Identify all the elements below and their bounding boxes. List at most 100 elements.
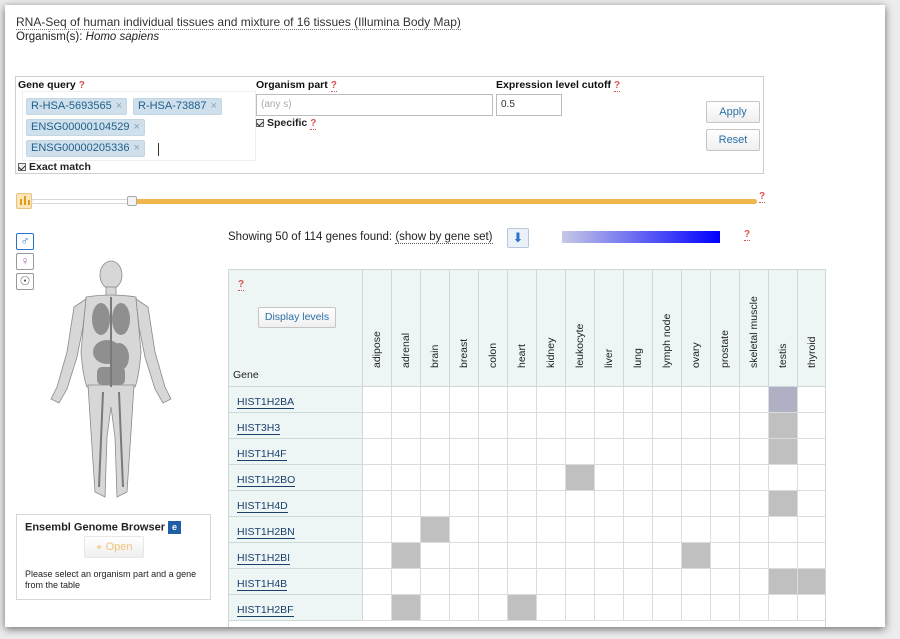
- apply-button[interactable]: Apply: [706, 101, 760, 123]
- heatmap-cell[interactable]: [624, 491, 653, 517]
- heatmap-cell[interactable]: [595, 465, 624, 491]
- show-by-gene-set-link[interactable]: (show by gene set): [395, 231, 493, 244]
- heatmap-cell[interactable]: [624, 569, 653, 595]
- heatmap-cell[interactable]: [537, 387, 566, 413]
- heatmap-cell[interactable]: [421, 595, 450, 621]
- heatmap-cell[interactable]: [508, 543, 537, 569]
- heatmap-cell[interactable]: [479, 543, 508, 569]
- remove-tag-icon[interactable]: ×: [133, 121, 140, 133]
- gene-query-input[interactable]: R-HSA-5693565 × R-HSA-73887 × ENSG00000104…: [22, 91, 256, 161]
- gene-name-link[interactable]: HIST1H2BF: [229, 595, 363, 621]
- heatmap-cell[interactable]: [653, 517, 682, 543]
- gene-query-help-icon[interactable]: ?: [78, 80, 85, 92]
- heatmap-cell[interactable]: [537, 543, 566, 569]
- heatmap-cell[interactable]: [740, 569, 769, 595]
- heatmap-cell[interactable]: [450, 517, 479, 543]
- heatmap-cell[interactable]: [711, 595, 740, 621]
- heatmap-cell[interactable]: [798, 491, 825, 517]
- heatmap-cell[interactable]: [595, 387, 624, 413]
- male-icon[interactable]: ♂: [16, 233, 34, 250]
- heatmap-cell[interactable]: [566, 465, 595, 491]
- heatmap-cell[interactable]: [595, 517, 624, 543]
- heatmap-cell[interactable]: [769, 569, 798, 595]
- heatmap-cell[interactable]: [798, 387, 825, 413]
- heatmap-cell[interactable]: [595, 569, 624, 595]
- heatmap-cell[interactable]: [537, 491, 566, 517]
- slider-help-icon[interactable]: ?: [759, 191, 766, 203]
- heatmap-cell[interactable]: [740, 465, 769, 491]
- heatmap-cell[interactable]: [682, 387, 711, 413]
- heatmap-cell[interactable]: [798, 413, 825, 439]
- remove-tag-icon[interactable]: ×: [115, 100, 123, 112]
- tissue-header-testis[interactable]: testis: [769, 270, 798, 387]
- heatmap-cell[interactable]: [479, 517, 508, 543]
- heatmap-cell[interactable]: [566, 569, 595, 595]
- heatmap-cell[interactable]: [653, 465, 682, 491]
- heatmap-cell[interactable]: [508, 439, 537, 465]
- heatmap-cell[interactable]: [537, 413, 566, 439]
- heatmap-cell[interactable]: [653, 543, 682, 569]
- gene-name-link[interactable]: HIST1H2BO: [229, 465, 363, 491]
- heatmap-cell[interactable]: [450, 439, 479, 465]
- heatmap-cell[interactable]: [740, 595, 769, 621]
- heatmap-cell[interactable]: [769, 439, 798, 465]
- display-levels-button[interactable]: Display levels: [258, 307, 336, 328]
- heatmap-cell[interactable]: [595, 413, 624, 439]
- heatmap-cell[interactable]: [798, 569, 825, 595]
- heatmap-cell[interactable]: [798, 595, 825, 621]
- gene-name-link[interactable]: HIST1H2BA: [229, 387, 363, 413]
- heatmap-cell[interactable]: [624, 465, 653, 491]
- heatmap-cell[interactable]: [653, 413, 682, 439]
- tissue-header-leukocyte[interactable]: leukocyte: [566, 270, 595, 387]
- heatmap-cell[interactable]: [711, 413, 740, 439]
- heatmap-cell[interactable]: [769, 595, 798, 621]
- gene-name-link[interactable]: HIST1H4B: [229, 569, 363, 595]
- tissue-header-colon[interactable]: colon: [479, 270, 508, 387]
- heatmap-cell[interactable]: [711, 491, 740, 517]
- heatmap-cell[interactable]: [711, 465, 740, 491]
- heatmap-cell[interactable]: [566, 595, 595, 621]
- brain-icon[interactable]: ☉: [16, 273, 34, 290]
- heatmap-cell[interactable]: [798, 439, 825, 465]
- gene-name-link[interactable]: HIST1H4F: [229, 439, 363, 465]
- heatmap-cell[interactable]: [595, 595, 624, 621]
- heatmap-cell[interactable]: [479, 413, 508, 439]
- heatmap-cell[interactable]: [769, 517, 798, 543]
- heatmap-cell[interactable]: [682, 439, 711, 465]
- heatmap-cell[interactable]: [624, 543, 653, 569]
- heatmap-cell[interactable]: [392, 517, 421, 543]
- tissue-header-brain[interactable]: brain: [421, 270, 450, 387]
- heatmap-cell[interactable]: [450, 595, 479, 621]
- heatmap-cell[interactable]: [566, 543, 595, 569]
- specific-help-icon[interactable]: ?: [310, 118, 317, 130]
- heatmap-cell[interactable]: [769, 413, 798, 439]
- tissue-header-heart[interactable]: heart: [508, 270, 537, 387]
- tissue-header-adrenal[interactable]: adrenal: [392, 270, 421, 387]
- tissue-header-ovary[interactable]: ovary: [682, 270, 711, 387]
- heatmap-cell[interactable]: [653, 439, 682, 465]
- expression-slider-handle[interactable]: [127, 196, 137, 206]
- heatmap-cell[interactable]: [479, 491, 508, 517]
- heatmap-cell[interactable]: [392, 439, 421, 465]
- gene-name-link[interactable]: HIST1H4D: [229, 491, 363, 517]
- heatmap-cell[interactable]: [537, 439, 566, 465]
- heatmap-cell[interactable]: [624, 595, 653, 621]
- tissue-header-kidney[interactable]: kidney: [537, 270, 566, 387]
- heatmap-cell[interactable]: [769, 387, 798, 413]
- heatmap-cell[interactable]: [421, 465, 450, 491]
- heatmap-cell[interactable]: [450, 465, 479, 491]
- heatmap-cell[interactable]: [798, 465, 825, 491]
- heatmap-cell[interactable]: [363, 517, 392, 543]
- exact-match-checkbox[interactable]: Exact match: [18, 161, 91, 173]
- tissue-header-skeletal-muscle[interactable]: skeletal muscle: [740, 270, 769, 387]
- heatmap-cell[interactable]: [566, 439, 595, 465]
- organism-part-input[interactable]: (any s): [256, 94, 493, 116]
- heatmap-cell[interactable]: [392, 543, 421, 569]
- heatmap-cell[interactable]: [363, 413, 392, 439]
- heatmap-cell[interactable]: [624, 517, 653, 543]
- heatmap-cell[interactable]: [682, 569, 711, 595]
- cutoff-input[interactable]: 0.5: [496, 94, 562, 116]
- heatmap-cell[interactable]: [363, 569, 392, 595]
- heatmap-cell[interactable]: [740, 543, 769, 569]
- heatmap-cell[interactable]: [566, 413, 595, 439]
